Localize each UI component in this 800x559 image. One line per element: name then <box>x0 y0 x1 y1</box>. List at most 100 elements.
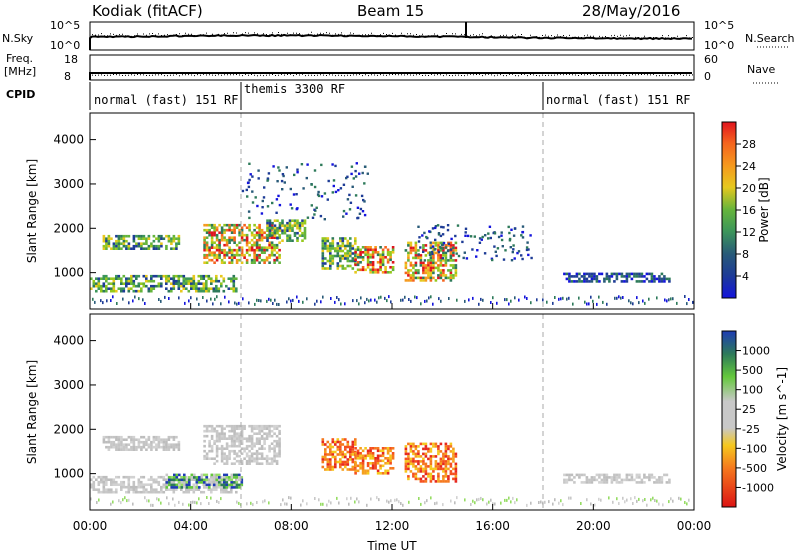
heatmap-cell <box>240 251 244 254</box>
heatmap-cell <box>412 264 415 267</box>
heatmap-cell <box>454 271 458 275</box>
heatmap-cell <box>374 246 377 249</box>
heatmap-cell <box>302 187 305 190</box>
heatmap-cell <box>618 502 620 505</box>
heatmap-cell <box>409 442 413 446</box>
heatmap-cell <box>296 231 299 235</box>
heatmap-cell <box>132 289 136 293</box>
heatmap-cell <box>246 195 249 198</box>
heatmap-cell <box>359 207 363 211</box>
heatmap-cell <box>414 241 418 245</box>
heatmap-cell <box>120 438 123 441</box>
heatmap-cell <box>369 462 372 465</box>
heatmap-cell <box>427 447 430 451</box>
heatmap-cell <box>476 249 479 252</box>
heatmap-cell <box>346 450 350 454</box>
heatmap-cell <box>205 287 208 290</box>
heatmap-cell <box>344 445 347 449</box>
heatmap-cell <box>203 449 206 453</box>
heatmap-cell <box>137 478 141 481</box>
heatmap-cell <box>230 238 234 242</box>
heatmap-cell <box>230 429 234 433</box>
heatmap-cell <box>172 277 176 280</box>
heatmap-cell <box>273 219 277 222</box>
heatmap-cell <box>230 490 233 494</box>
heatmap-cell <box>452 244 455 247</box>
heatmap-cell <box>391 452 395 455</box>
heatmap-cell <box>218 437 221 440</box>
heatmap-cell <box>235 248 239 252</box>
heatmap-cell <box>147 279 151 283</box>
heatmap-cell <box>112 284 116 288</box>
heatmap-cell <box>248 246 251 249</box>
heatmap-cell <box>266 226 269 230</box>
heatmap-cell <box>235 490 238 494</box>
heatmap-cell <box>195 483 199 487</box>
heatmap-cell <box>127 483 131 486</box>
heatmap-cell <box>215 473 219 477</box>
heatmap-cell <box>110 287 113 290</box>
heatmap-cell <box>210 243 214 247</box>
heatmap-cell <box>296 239 299 242</box>
heatmap-cell <box>105 247 108 250</box>
heatmap-cell <box>177 282 181 285</box>
colorbar-tick-label: -1000 <box>742 481 774 494</box>
heatmap-cell <box>233 427 236 430</box>
heatmap-cell <box>321 262 325 265</box>
heatmap-cell <box>248 459 251 463</box>
nsky-panel: N.Sky 10^5 10^0 10^5 10^0 N.Search <box>2 19 795 52</box>
heatmap-cell <box>437 480 440 483</box>
heatmap-cell <box>354 438 357 441</box>
heatmap-cell <box>172 247 176 250</box>
heatmap-cell <box>268 221 272 225</box>
heatmap-cell <box>424 266 428 270</box>
heatmap-cell <box>273 454 276 458</box>
heatmap-cell <box>215 277 218 280</box>
heatmap-cell <box>613 473 616 477</box>
heatmap-cell <box>427 465 430 468</box>
heatmap-cell <box>429 477 433 481</box>
y-tick-label: 3000 <box>53 378 84 392</box>
heatmap-cell <box>210 429 214 433</box>
heatmap-cell <box>391 251 395 254</box>
heatmap-cell <box>177 277 181 280</box>
heatmap-cell <box>346 445 350 449</box>
heatmap-cell <box>263 427 266 430</box>
heatmap-cell <box>112 289 116 293</box>
heatmap-cell <box>356 469 360 473</box>
heatmap-cell <box>240 253 244 257</box>
heatmap-cell <box>296 168 299 171</box>
heatmap-cell <box>341 237 345 240</box>
heatmap-cell <box>233 432 236 435</box>
heatmap-cell <box>409 462 413 466</box>
heatmap-cell <box>127 480 131 484</box>
heatmap-cell <box>351 450 355 454</box>
heatmap-cell <box>275 442 279 445</box>
heatmap-cell <box>437 269 440 272</box>
heatmap-cell <box>266 205 270 208</box>
heatmap-cell <box>122 234 126 238</box>
heatmap-cell <box>230 287 233 290</box>
heatmap-cell <box>583 473 586 477</box>
heatmap-cell <box>407 475 410 478</box>
heatmap-cell <box>268 241 271 244</box>
heatmap-cell <box>449 251 453 255</box>
heatmap-cell <box>225 253 229 257</box>
heatmap-cell <box>157 237 161 240</box>
heatmap-cell <box>225 488 228 491</box>
heatmap-cell <box>303 219 307 222</box>
heatmap-cell <box>284 502 286 506</box>
heatmap-cell <box>680 497 682 501</box>
heatmap-cell <box>233 434 236 438</box>
heatmap-cell <box>303 236 307 240</box>
heatmap-cell <box>247 210 251 213</box>
heatmap-cell <box>314 302 316 306</box>
heatmap-cell <box>168 481 171 484</box>
heatmap-cell <box>230 434 234 438</box>
heatmap-cell <box>220 454 224 458</box>
heatmap-cell <box>267 172 271 175</box>
cpid-segment-1: normal (fast) 151 RF <box>94 93 239 107</box>
heatmap-cell <box>429 259 433 262</box>
heatmap-cell <box>268 219 272 222</box>
